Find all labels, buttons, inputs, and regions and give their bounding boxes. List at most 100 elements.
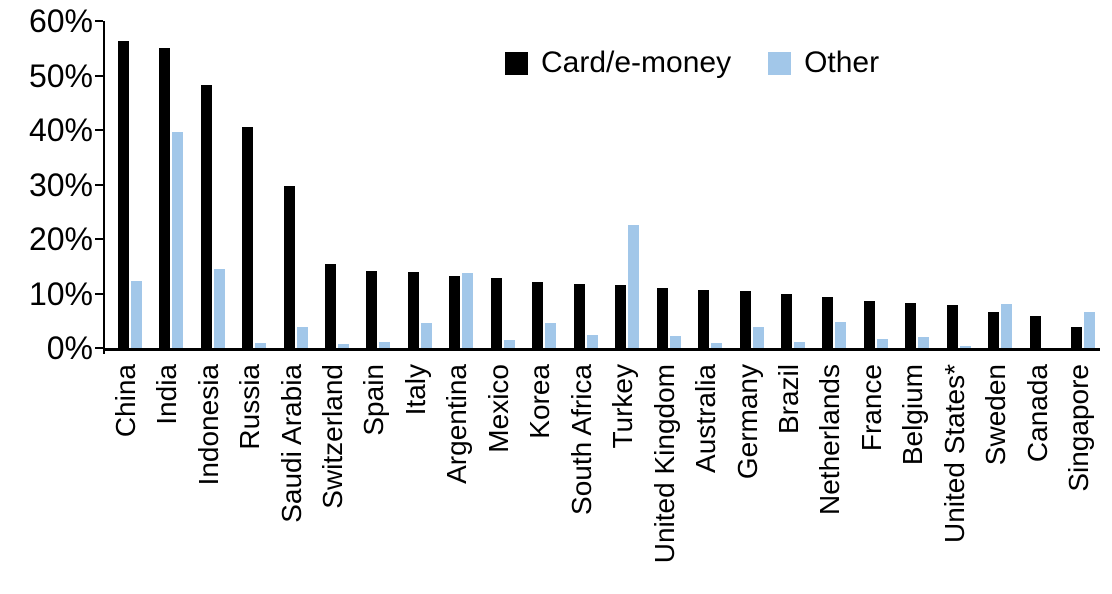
legend: Card/e-money Other xyxy=(505,48,879,78)
bar-card-e-money xyxy=(407,271,419,348)
bar-other xyxy=(296,326,308,348)
bar-group-switzerland xyxy=(312,21,353,348)
bar-group-netherlands xyxy=(810,21,851,348)
bar-other xyxy=(752,326,764,348)
bar-other xyxy=(462,272,474,348)
y-axis-tick xyxy=(95,292,103,295)
bar-card-e-money xyxy=(449,275,461,348)
bar-other xyxy=(586,334,598,348)
bar-group-brazil xyxy=(768,21,809,348)
bar-group-france xyxy=(851,21,892,348)
x-axis-label: Turkey xyxy=(607,364,639,449)
legend-label-other: Other xyxy=(804,46,880,79)
bar-other xyxy=(669,335,681,348)
y-axis-tick xyxy=(95,20,103,22)
bar-card-e-money xyxy=(863,300,875,348)
bar-other xyxy=(1084,312,1096,348)
bar-card-e-money xyxy=(615,284,627,348)
bar-card-e-money xyxy=(242,127,254,348)
bar-group-spain xyxy=(354,21,395,348)
bar-card-e-money xyxy=(117,41,129,348)
bar-other xyxy=(255,342,267,348)
bar-other xyxy=(379,342,391,348)
bar-group-singapore xyxy=(1058,21,1099,348)
bar-group-argentina xyxy=(437,21,478,348)
bar-card-e-money xyxy=(324,263,336,348)
y-axis-tick-label: 0% xyxy=(46,330,93,366)
legend-swatch-other xyxy=(768,51,792,75)
x-axis-label: Russia xyxy=(234,364,266,450)
bar-other xyxy=(337,343,349,348)
y-axis-tick xyxy=(95,74,103,77)
bar-card-e-money xyxy=(1071,326,1083,348)
bar-card-e-money xyxy=(656,288,668,348)
bar-group-turkey xyxy=(602,21,643,348)
x-axis-label: Belgium xyxy=(897,364,929,466)
bar-card-e-money xyxy=(366,270,378,348)
x-axis-label: Spain xyxy=(358,364,390,436)
y-axis-tick-label: 20% xyxy=(28,221,93,257)
x-axis-label-cell: Turkey xyxy=(602,364,643,592)
bar-group-belgium xyxy=(893,21,934,348)
bar-other xyxy=(1001,303,1013,348)
bar-card-e-money xyxy=(573,284,585,348)
bar-group-russia xyxy=(229,21,270,348)
y-axis-tick xyxy=(95,183,103,186)
y-axis-tick-label: 30% xyxy=(28,166,93,203)
y-axis-line xyxy=(103,21,105,354)
x-axis-label-cell: India xyxy=(146,364,187,592)
y-axis-tick xyxy=(95,129,103,131)
x-axis-label-cell: Canada xyxy=(1017,364,1058,592)
x-axis-labels: China India Indonesia Russia Saudi Arabia Swi… xyxy=(105,364,1100,592)
x-axis-label-cell: Russia xyxy=(229,364,270,592)
bar-other xyxy=(172,131,184,348)
x-axis-label-cell: Sweden xyxy=(976,364,1017,592)
bar-card-e-money xyxy=(490,278,502,348)
bar-group-united-kingdom xyxy=(644,21,685,348)
x-axis-label-cell: Korea xyxy=(520,364,561,592)
x-axis-label-cell: United Kingdom xyxy=(644,364,685,592)
bar-card-e-money xyxy=(988,312,1000,348)
bar-other xyxy=(628,225,640,348)
bar-other xyxy=(420,322,432,348)
bar-group-sweden xyxy=(976,21,1017,348)
x-axis-label-cell: Australia xyxy=(685,364,726,592)
bar-card-e-money xyxy=(159,48,171,348)
x-axis-label: Sweden xyxy=(980,364,1012,466)
x-axis-label: India xyxy=(151,364,183,425)
x-axis-label: Saudi Arabia xyxy=(275,364,307,523)
x-axis-line xyxy=(103,348,1100,351)
bar-group-indonesia xyxy=(188,21,229,348)
bar-other xyxy=(213,269,225,348)
x-axis-label: Singapore xyxy=(1063,364,1095,492)
x-axis-label: Korea xyxy=(524,364,556,439)
bar-group-mexico xyxy=(478,21,519,348)
x-axis-label: Brazil xyxy=(772,364,804,435)
x-axis-label-cell: Mexico xyxy=(478,364,519,592)
bar-other xyxy=(793,341,805,348)
bar-card-e-money xyxy=(698,289,710,348)
x-axis-label: Germany xyxy=(731,364,763,480)
x-axis-label-cell: Indonesia xyxy=(188,364,229,592)
bar-group-saudi-arabia xyxy=(271,21,312,348)
x-axis-label: United Kingdom xyxy=(648,364,680,564)
x-axis-label-cell: Switzerland xyxy=(312,364,353,592)
bar-group-south-africa xyxy=(561,21,602,348)
x-axis-label: United States* xyxy=(938,364,970,543)
x-axis-label-cell: China xyxy=(105,364,146,592)
x-axis-label-cell: Belgium xyxy=(893,364,934,592)
x-axis-label: Mexico xyxy=(482,364,514,453)
y-axis-tick-label: 50% xyxy=(28,57,93,94)
x-axis-label-cell: France xyxy=(851,364,892,592)
x-axis-label: Netherlands xyxy=(814,364,846,515)
bar-other xyxy=(876,339,888,348)
x-axis-label-cell: Brazil xyxy=(768,364,809,592)
x-axis-label: Canada xyxy=(1021,364,1053,463)
x-axis-label-cell: Spain xyxy=(354,364,395,592)
y-axis-tick-label: 10% xyxy=(28,275,93,312)
x-axis-label-cell: Italy xyxy=(395,364,436,592)
bar-card-e-money xyxy=(532,281,544,348)
x-axis-label-cell: United States* xyxy=(934,364,975,592)
bar-card-e-money xyxy=(905,303,917,348)
